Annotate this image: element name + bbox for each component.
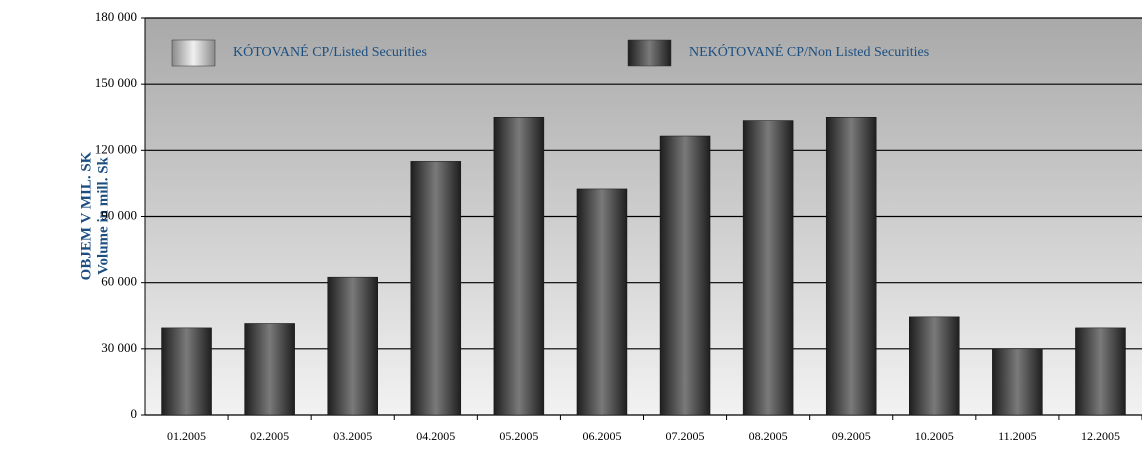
bar: [742, 120, 794, 416]
x-tick-label: 08.2005: [749, 429, 788, 443]
x-tick-label: 12.2005: [1081, 429, 1120, 443]
x-tick-label: 11.2005: [998, 429, 1037, 443]
legend-swatch: [627, 39, 672, 67]
bar: [576, 188, 628, 416]
bar: [659, 135, 711, 416]
bar: [909, 316, 960, 416]
y-tick-label: 180 000: [95, 9, 137, 24]
bar: [161, 327, 212, 416]
x-tick-label: 09.2005: [832, 429, 871, 443]
y-tick-label: 90 000: [101, 207, 137, 222]
x-tick-label: 10.2005: [915, 429, 954, 443]
x-tick-label: 01.2005: [167, 429, 206, 443]
bar: [410, 161, 462, 416]
y-tick-label: 120 000: [95, 141, 137, 156]
legend-swatch: [171, 39, 216, 67]
bar: [1075, 327, 1126, 416]
y-axis-title: OBJEM V MIL. SK Volume in mill. Sk: [78, 151, 111, 280]
bar: [327, 276, 378, 416]
bar: [493, 117, 545, 416]
x-tick-label: 04.2005: [416, 429, 455, 443]
x-tick-label: 06.2005: [582, 429, 621, 443]
y-tick-label: 150 000: [95, 75, 137, 90]
x-tick-label: 07.2005: [666, 429, 705, 443]
legend-label: KÓTOVANÉ CP/Listed Securities: [233, 43, 427, 60]
legend-label: NEKÓTOVANÉ CP/Non Listed Securities: [689, 43, 929, 60]
y-label: Volume in mill. Sk: [95, 156, 111, 274]
bar: [244, 323, 295, 416]
y-tick-label: 0: [131, 406, 138, 421]
y-tick-label: 30 000: [101, 340, 137, 355]
y-label: OBJEM V MIL. SK: [78, 151, 94, 280]
x-tick-label: 02.2005: [250, 429, 289, 443]
y-tick-label: 60 000: [101, 274, 137, 289]
bar: [825, 117, 877, 416]
x-tick-label: 05.2005: [499, 429, 538, 443]
bar: [992, 348, 1043, 416]
x-tick-label: 03.2005: [333, 429, 372, 443]
